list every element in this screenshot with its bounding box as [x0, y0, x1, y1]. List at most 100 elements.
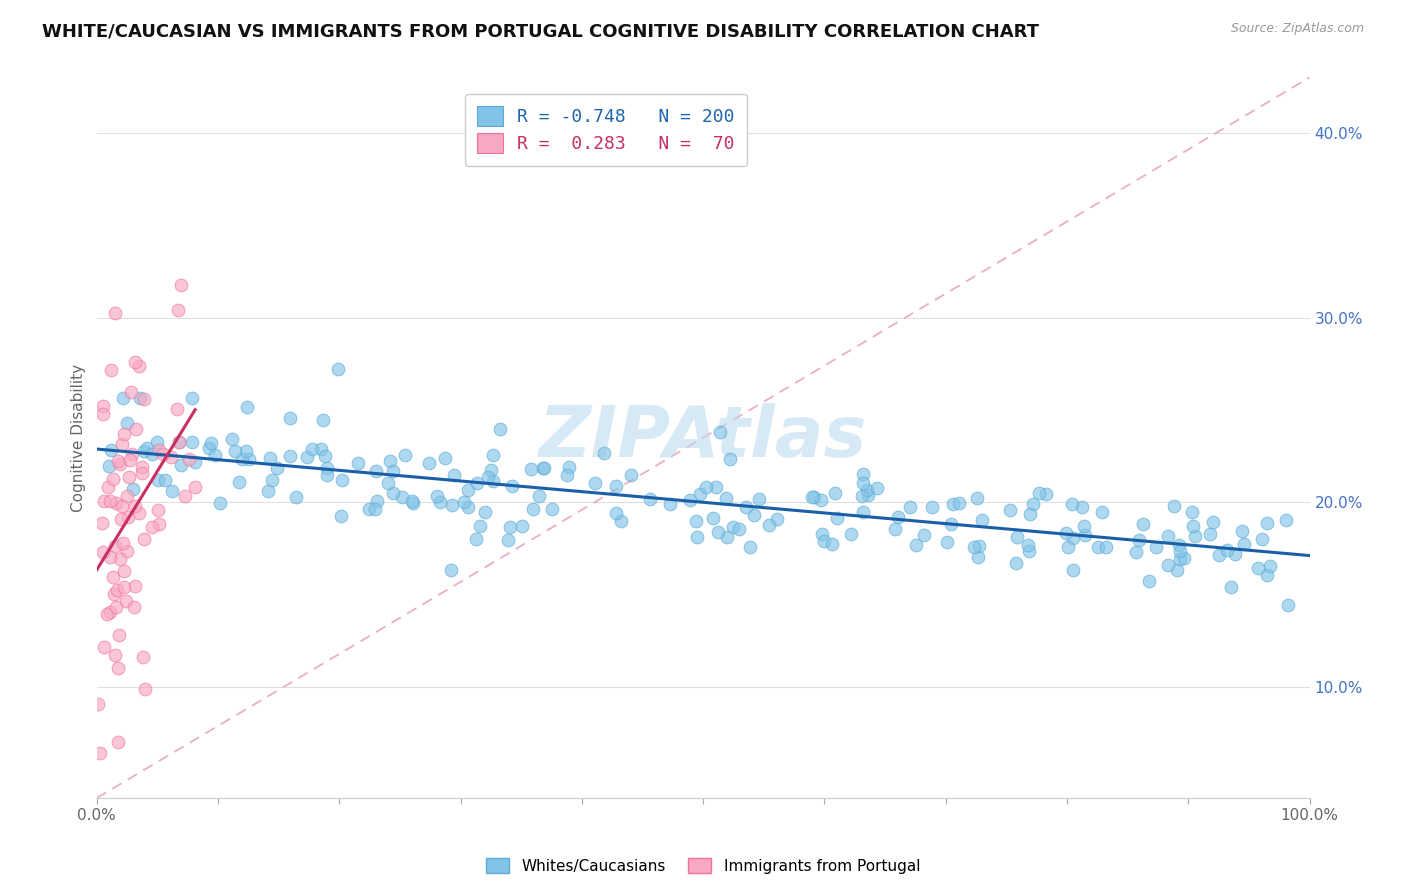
Point: [346, 456, 368, 470]
Point: [499, 519, 522, 533]
Point: [238, 452, 260, 467]
Point: [474, 505, 496, 519]
Point: [1073, 518, 1095, 533]
Point: [744, 508, 766, 522]
Point: [1144, 540, 1167, 554]
Point: [479, 463, 502, 477]
Point: [326, 361, 349, 376]
Point: [702, 511, 724, 525]
Point: [315, 468, 337, 483]
Point: [285, 490, 308, 504]
Point: [441, 498, 464, 512]
Point: [132, 650, 155, 665]
Point: [852, 505, 875, 519]
Point: [465, 476, 488, 491]
Point: [998, 502, 1021, 516]
Point: [851, 489, 873, 503]
Point: [510, 519, 533, 533]
Point: [748, 492, 770, 507]
Point: [1167, 538, 1189, 552]
Point: [1017, 538, 1039, 552]
Point: [108, 457, 131, 471]
Point: [128, 506, 150, 520]
Point: [104, 600, 127, 615]
Point: [146, 503, 169, 517]
Point: [118, 470, 141, 484]
Point: [111, 535, 134, 549]
Point: [1157, 529, 1180, 543]
Point: [93, 640, 115, 655]
Y-axis label: Cognitive Disability: Cognitive Disability: [72, 364, 86, 512]
Point: [208, 496, 231, 510]
Point: [821, 537, 844, 551]
Text: WHITE/CAUCASIAN VS IMMIGRANTS FROM PORTUGAL COGNITIVE DISABILITY CORRELATION CHA: WHITE/CAUCASIAN VS IMMIGRANTS FROM PORTU…: [42, 22, 1039, 40]
Point: [112, 564, 135, 578]
Point: [101, 570, 124, 584]
Point: [108, 628, 131, 642]
Point: [1094, 540, 1116, 554]
Point: [107, 661, 129, 675]
Point: [921, 500, 943, 514]
Point: [134, 392, 156, 406]
Point: [402, 496, 425, 510]
Point: [852, 467, 875, 481]
Point: [558, 459, 581, 474]
Point: [1005, 530, 1028, 544]
Point: [640, 492, 662, 507]
Point: [91, 516, 114, 531]
Point: [1184, 529, 1206, 543]
Point: [1233, 537, 1256, 551]
Point: [1018, 544, 1040, 558]
Point: [935, 534, 957, 549]
Point: [465, 532, 488, 546]
Point: [141, 447, 163, 461]
Point: [740, 540, 762, 554]
Point: [658, 497, 681, 511]
Point: [620, 467, 643, 482]
Point: [529, 489, 551, 503]
Point: [330, 509, 353, 524]
Point: [967, 539, 990, 553]
Point: [167, 303, 190, 318]
Point: [941, 516, 963, 531]
Point: [167, 434, 190, 449]
Point: [231, 451, 253, 466]
Point: [803, 490, 825, 504]
Point: [718, 451, 741, 466]
Point: [114, 593, 136, 607]
Point: [89, 746, 111, 760]
Point: [153, 473, 176, 487]
Point: [184, 479, 207, 493]
Point: [115, 544, 138, 558]
Point: [1258, 559, 1281, 574]
Point: [1277, 598, 1299, 612]
Point: [134, 682, 156, 697]
Point: [278, 449, 301, 463]
Point: [97, 480, 120, 494]
Point: [1230, 524, 1253, 539]
Point: [401, 494, 423, 508]
Point: [104, 539, 127, 553]
Point: [1125, 545, 1147, 559]
Point: [96, 607, 118, 621]
Point: [898, 500, 921, 515]
Point: [91, 545, 114, 559]
Point: [593, 446, 616, 460]
Point: [122, 600, 145, 615]
Point: [758, 518, 780, 533]
Point: [170, 458, 193, 472]
Point: [115, 489, 138, 503]
Point: [727, 522, 749, 536]
Point: [382, 486, 405, 500]
Point: [228, 475, 250, 490]
Point: [309, 442, 332, 456]
Point: [128, 359, 150, 373]
Point: [1208, 549, 1230, 563]
Point: [120, 384, 142, 399]
Point: [1202, 515, 1225, 529]
Point: [1070, 500, 1092, 515]
Point: [181, 391, 204, 405]
Point: [87, 697, 110, 711]
Point: [685, 514, 707, 528]
Point: [141, 519, 163, 533]
